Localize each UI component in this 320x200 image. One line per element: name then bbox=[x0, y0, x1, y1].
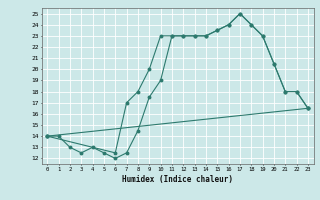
X-axis label: Humidex (Indice chaleur): Humidex (Indice chaleur) bbox=[122, 175, 233, 184]
